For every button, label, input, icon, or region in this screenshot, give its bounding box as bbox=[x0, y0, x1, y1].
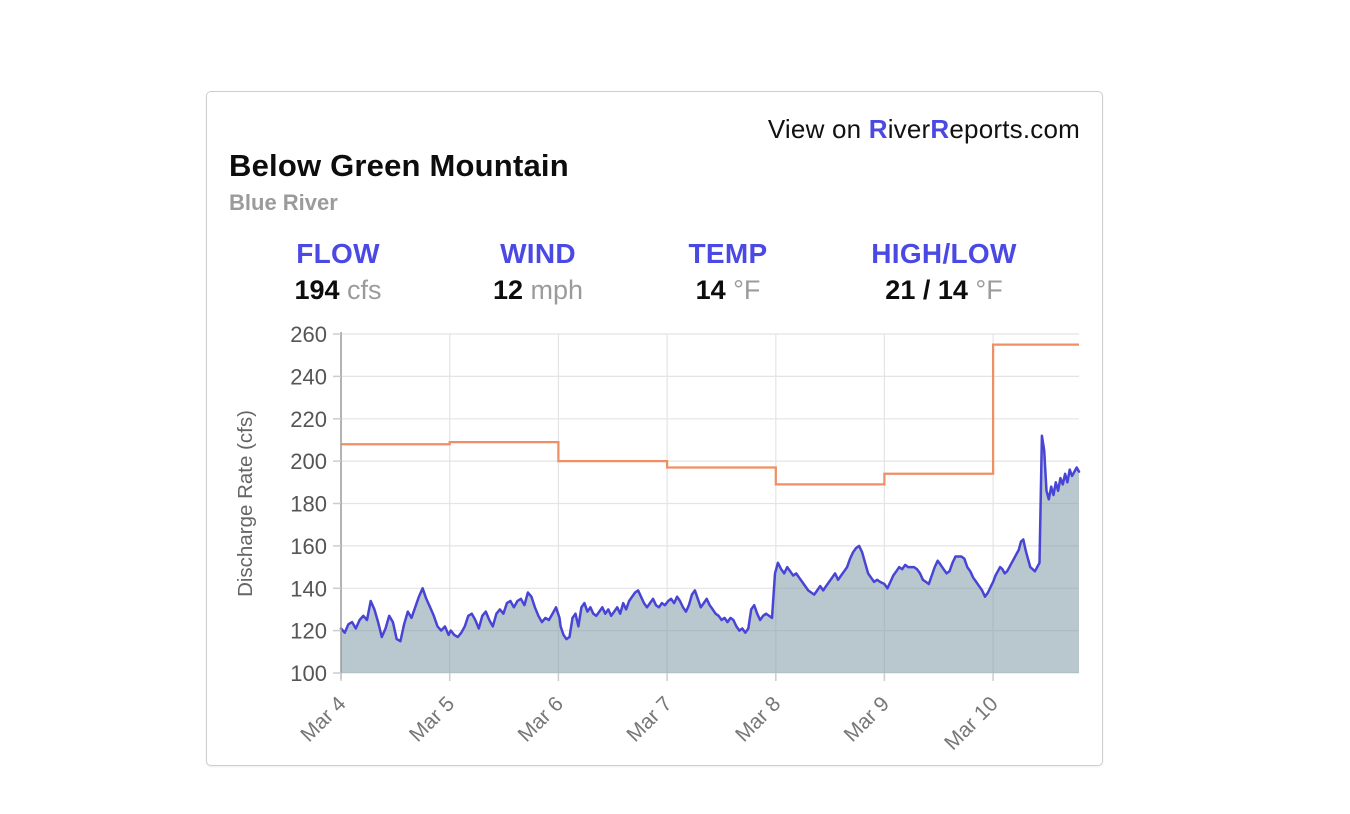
station-name: Below Green Mountain bbox=[229, 148, 569, 183]
svg-text:160: 160 bbox=[290, 534, 327, 559]
stat-temp: TEMP 14 °F bbox=[613, 238, 843, 306]
stat-temp-unit: °F bbox=[733, 275, 761, 305]
svg-text:Mar 9: Mar 9 bbox=[840, 692, 894, 746]
stat-wind-unit: mph bbox=[530, 275, 584, 305]
stat-highlow-unit: °F bbox=[975, 275, 1003, 305]
svg-text:220: 220 bbox=[290, 407, 327, 432]
river-name: Blue River bbox=[229, 190, 338, 215]
stat-highlow-label: HIGH/LOW bbox=[871, 238, 1017, 269]
brand-text-iver: iver bbox=[887, 114, 931, 144]
view-on-text: View on bbox=[767, 114, 869, 144]
station-report-card: View on RiverReports.com Below Green Mou… bbox=[206, 91, 1103, 766]
stats-row: FLOW 194 cfs WIND 12 mph TEMP 14 °F HIGH… bbox=[207, 238, 1102, 318]
stat-temp-label: TEMP bbox=[688, 238, 768, 269]
brand-letter-r1: R bbox=[868, 114, 888, 144]
svg-text:100: 100 bbox=[290, 661, 327, 686]
stat-highlow: HIGH/LOW 21 / 14 °F bbox=[829, 238, 1059, 306]
stat-flow-value: 194 bbox=[294, 275, 340, 305]
stat-wind: WIND 12 mph bbox=[423, 238, 653, 306]
stat-flow: FLOW 194 cfs bbox=[223, 238, 453, 306]
svg-text:260: 260 bbox=[290, 322, 327, 347]
stat-flow-unit: cfs bbox=[347, 275, 382, 305]
view-on-riverreports-link[interactable]: View on RiverReports.com bbox=[768, 114, 1080, 145]
brand-text-eports: eports.com bbox=[949, 114, 1080, 144]
svg-text:Mar 4: Mar 4 bbox=[296, 692, 350, 746]
svg-text:140: 140 bbox=[290, 576, 327, 601]
svg-text:120: 120 bbox=[290, 619, 327, 644]
svg-text:Mar 8: Mar 8 bbox=[731, 692, 785, 746]
svg-text:240: 240 bbox=[290, 364, 327, 389]
svg-text:Discharge Rate (cfs): Discharge Rate (cfs) bbox=[234, 410, 257, 597]
brand-letter-r2: R bbox=[930, 114, 950, 144]
stat-highlow-value: 21 / 14 bbox=[885, 275, 968, 305]
stat-temp-value: 14 bbox=[695, 275, 726, 305]
svg-text:180: 180 bbox=[290, 492, 327, 517]
svg-text:Mar 10: Mar 10 bbox=[940, 692, 1002, 753]
stat-wind-value: 12 bbox=[492, 275, 523, 305]
svg-text:Mar 5: Mar 5 bbox=[405, 692, 459, 746]
stat-flow-label: FLOW bbox=[296, 238, 380, 269]
svg-text:Mar 7: Mar 7 bbox=[622, 692, 676, 746]
discharge-chart-svg: 100 120 140 160 180 200 220 240 260 Mar 4 Mar 5 Mar… bbox=[234, 322, 1081, 755]
svg-text:200: 200 bbox=[290, 449, 327, 474]
svg-text:Mar 6: Mar 6 bbox=[514, 692, 568, 746]
stat-wind-label: WIND bbox=[500, 238, 576, 269]
discharge-chart: 100 120 140 160 180 200 220 240 260 Mar 4 Mar 5 Mar… bbox=[226, 321, 1090, 755]
